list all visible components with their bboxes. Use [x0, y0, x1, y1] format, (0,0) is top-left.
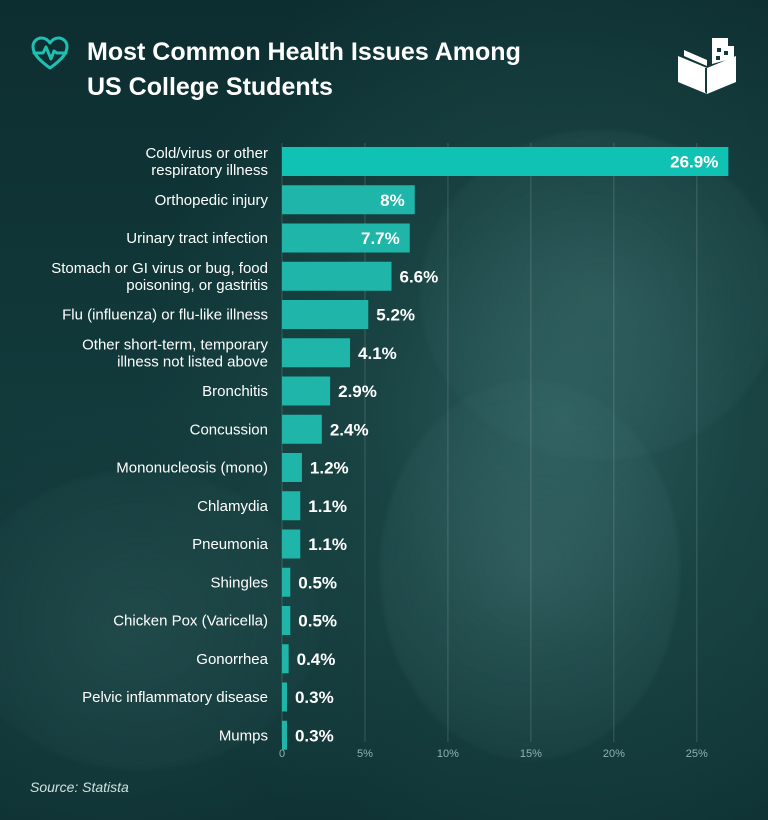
category-label: Cold/virus or other: [145, 145, 268, 162]
value-label: 0.4%: [297, 650, 336, 669]
value-label: 26.9%: [670, 153, 718, 172]
bar: [282, 682, 287, 712]
value-label: 0.5%: [298, 612, 337, 631]
book-brand-icon: [678, 38, 736, 94]
x-tick-label: 20%: [603, 748, 625, 760]
category-label: Shingles: [210, 574, 268, 591]
category-label: Chlamydia: [197, 498, 269, 515]
x-tick-label: 15%: [520, 748, 542, 760]
bar: [282, 414, 322, 444]
value-label: 0.3%: [295, 688, 334, 707]
header: Most Common Health Issues Among US Colle…: [30, 34, 738, 114]
bar: [282, 567, 291, 597]
background-shape: [380, 380, 680, 760]
category-label: Other short-term, temporary: [82, 336, 268, 353]
category-label: Pneumonia: [192, 536, 269, 553]
x-tick-label: 5%: [357, 748, 373, 760]
background-shape: [0, 470, 320, 770]
bar: [282, 453, 302, 482]
value-label: 4.1%: [358, 344, 397, 363]
value-label: 0.3%: [295, 726, 334, 745]
category-label: Chicken Pox (Varicella): [113, 613, 268, 630]
value-label: 2.9%: [338, 382, 377, 401]
value-label: 8%: [380, 191, 405, 210]
category-label: Mononucleosis (mono): [116, 460, 268, 477]
category-label: Flu (influenza) or flu-like illness: [62, 307, 268, 324]
title-line-2: US College Students: [87, 73, 333, 101]
category-label: poisoning, or gastritis: [126, 277, 268, 294]
category-label: respiratory illness: [151, 162, 268, 179]
value-label: 1.2%: [310, 459, 349, 478]
value-label: 0.5%: [298, 573, 337, 592]
bar: [282, 491, 301, 521]
bar: [282, 185, 415, 215]
category-label: Orthopedic injury: [155, 192, 269, 209]
category-label: Gonorrhea: [196, 651, 268, 668]
value-label: 5.2%: [376, 306, 415, 325]
bar: [282, 223, 410, 253]
category-label: Pelvic inflammatory disease: [82, 689, 268, 706]
bar: [282, 606, 291, 635]
source-note: Source: Statista: [30, 779, 129, 795]
bar: [282, 261, 392, 291]
bar: [282, 147, 729, 176]
heart-pulse-icon: [31, 36, 69, 70]
bar: [282, 338, 351, 368]
page-title: Most Common Health Issues Among US Colle…: [87, 35, 607, 105]
bar: [282, 300, 369, 329]
category-label: Bronchitis: [202, 383, 268, 400]
value-label: 1.1%: [308, 497, 347, 516]
background-shape: [420, 130, 768, 460]
value-label: 1.1%: [308, 535, 347, 554]
category-label: Urinary tract infection: [126, 230, 268, 247]
x-tick-label: 25%: [686, 748, 708, 760]
x-tick-label: 10%: [437, 748, 459, 760]
value-label: 7.7%: [361, 229, 400, 248]
value-label: 2.4%: [330, 420, 369, 439]
category-label: illness not listed above: [117, 353, 268, 370]
bar: [282, 529, 301, 559]
title-line-1: Most Common Health Issues Among: [87, 38, 521, 66]
category-label: Mumps: [219, 727, 268, 744]
bar: [282, 376, 331, 406]
bar: [282, 720, 287, 750]
bar: [282, 644, 289, 674]
x-tick-label: 0: [279, 748, 285, 760]
category-label: Stomach or GI virus or bug, food: [51, 260, 268, 277]
category-label: Concussion: [190, 421, 268, 438]
value-label: 6.6%: [400, 267, 439, 286]
